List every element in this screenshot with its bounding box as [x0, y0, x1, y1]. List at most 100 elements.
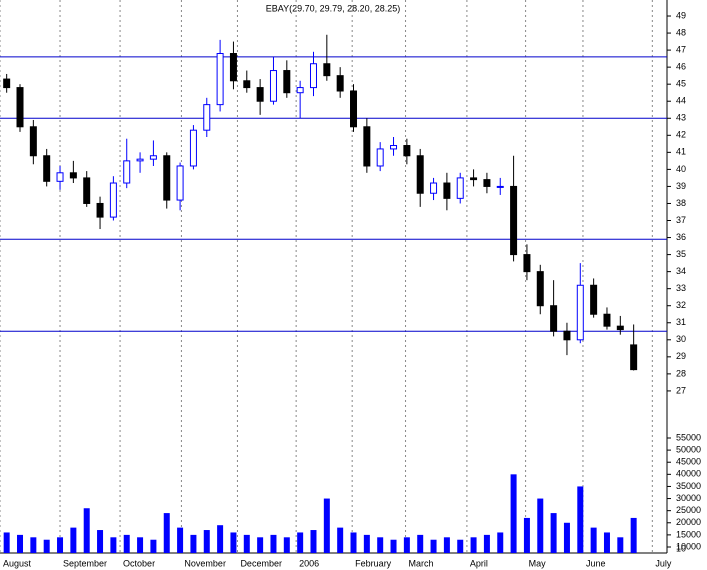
volume-bar	[323, 498, 330, 553]
candle-body	[163, 155, 171, 201]
candle-body	[96, 202, 104, 218]
x-tick-label: August	[3, 558, 32, 568]
y-tick-label: 33	[676, 283, 686, 293]
candle-body	[550, 305, 558, 332]
candle-body	[136, 158, 144, 162]
x-tick-label: March	[409, 558, 434, 568]
candle-body	[16, 87, 24, 128]
volume-bar	[283, 537, 290, 553]
volume-bar	[17, 534, 24, 553]
y-tick-label: 15000	[676, 529, 701, 539]
x-tick-label: September	[63, 558, 107, 568]
y-tick-label: 29	[676, 351, 686, 361]
candle-body	[83, 177, 91, 204]
volume-bar	[603, 532, 610, 553]
candle-body	[616, 325, 624, 331]
candle-body	[336, 75, 344, 92]
y-tick-label: 43	[676, 113, 686, 123]
y-tick-label: 36	[676, 232, 686, 242]
volume-bar	[430, 539, 437, 553]
volume-bar	[3, 532, 10, 553]
volume-bar	[230, 532, 237, 553]
volume-bar	[537, 498, 544, 553]
x-tick-label: 2006	[299, 558, 319, 568]
candle-body	[496, 185, 504, 188]
candle-body	[403, 145, 411, 157]
x-tick-label: April	[470, 558, 488, 568]
candle-body	[3, 78, 11, 89]
y-tick-label: 42	[676, 130, 686, 140]
volume-bar	[550, 513, 557, 553]
volume-bar	[30, 537, 37, 553]
y-tick-label: 39	[676, 181, 686, 191]
volume-bar	[350, 532, 357, 553]
y-tick-label: 10000	[676, 541, 701, 551]
volume-bar	[310, 530, 317, 553]
volume-bar	[270, 534, 277, 553]
y-tick-label: 38	[676, 198, 686, 208]
volume-bar	[97, 530, 104, 553]
volume-bar	[390, 539, 397, 553]
y-tick-label: 20000	[676, 517, 701, 527]
candle-body	[123, 160, 131, 184]
candle-body	[363, 126, 371, 167]
volume-bar	[297, 532, 304, 553]
volume-bar	[510, 474, 517, 553]
unit-label: 10	[676, 543, 686, 553]
x-tick-label: December	[240, 558, 282, 568]
candle-body	[630, 344, 638, 371]
volume-bar	[163, 513, 170, 553]
candle-body	[563, 330, 571, 341]
x-tick-label: November	[184, 558, 226, 568]
volume-bar	[630, 517, 637, 553]
y-tick-label: 35000	[676, 481, 701, 491]
volume-bar	[363, 534, 370, 553]
candle-body	[350, 90, 358, 128]
candle-body	[176, 165, 184, 201]
volume-bar	[483, 534, 490, 553]
candle-body	[576, 284, 584, 341]
candle-body	[283, 70, 291, 94]
candle-body	[390, 145, 398, 150]
y-tick-label: 55000	[676, 432, 701, 442]
candle-body	[256, 87, 264, 102]
y-tick-label: 31	[676, 317, 686, 327]
y-tick-label: 46	[676, 62, 686, 72]
y-tick-label: 37	[676, 215, 686, 225]
volume-bar	[337, 527, 344, 553]
y-tick-label: 34	[676, 266, 686, 276]
volume-bar	[57, 537, 64, 553]
y-tick-label: 47	[676, 44, 686, 54]
volume-bar	[243, 534, 250, 553]
candle-body	[510, 185, 518, 256]
volume-bar	[470, 537, 477, 553]
candle-body	[203, 104, 211, 131]
candle-body	[56, 172, 64, 182]
candle-body	[229, 53, 237, 82]
volume-bar	[617, 537, 624, 553]
volume-bar	[123, 534, 130, 553]
candle-body	[590, 284, 598, 315]
volume-bar	[563, 522, 570, 553]
volume-bar	[257, 537, 264, 553]
candle-body	[470, 177, 478, 181]
volume-bar	[177, 527, 184, 553]
volume-bar	[497, 532, 504, 553]
y-tick-label: 28	[676, 368, 686, 378]
volume-bar	[577, 486, 584, 553]
volume-bar	[137, 537, 144, 553]
candle-body	[149, 155, 157, 160]
y-tick-label: 25000	[676, 505, 701, 515]
x-tick-label: July	[655, 558, 672, 568]
candle-body	[296, 87, 304, 94]
volume-bar	[403, 537, 410, 553]
candle-body	[216, 53, 224, 106]
y-tick-label: 40	[676, 164, 686, 174]
candle-body	[43, 155, 51, 182]
y-tick-label: 49	[676, 10, 686, 20]
candle-body	[483, 179, 491, 187]
candle-body	[269, 70, 277, 102]
y-tick-label: 30	[676, 334, 686, 344]
candle-body	[523, 254, 531, 273]
